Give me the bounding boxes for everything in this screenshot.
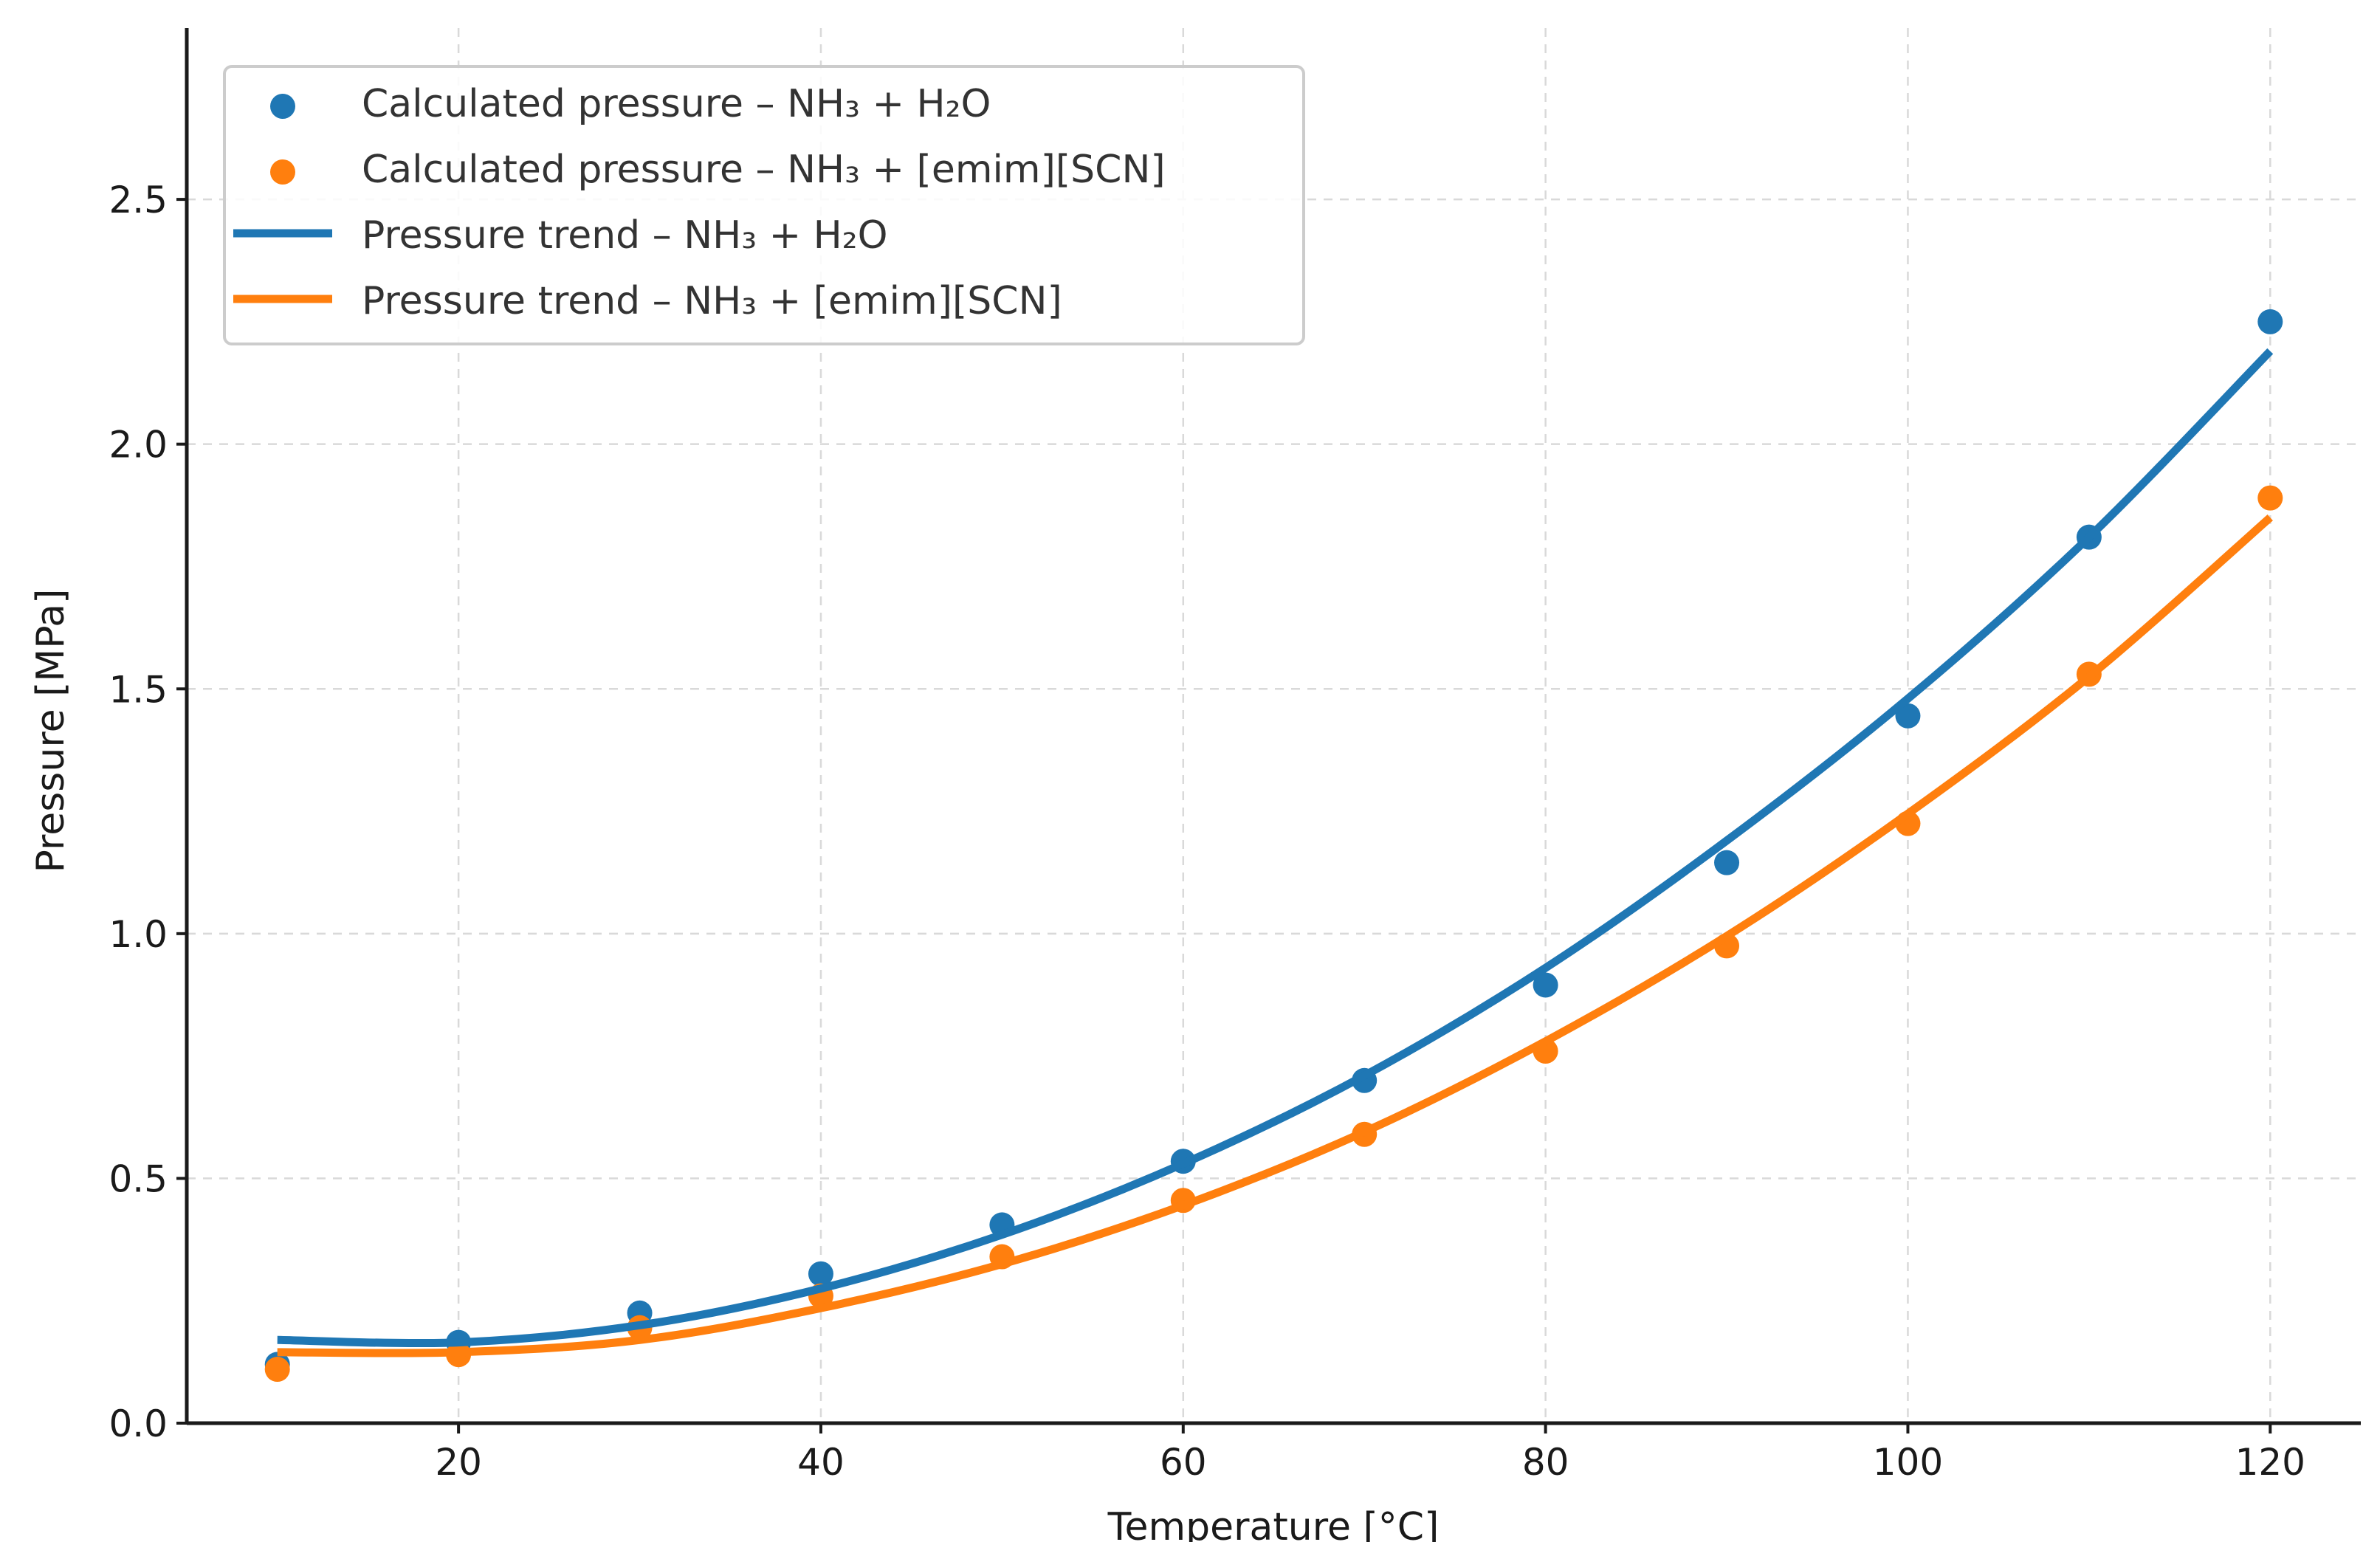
legend-marker bbox=[270, 159, 295, 185]
y-tick-label: 2.5 bbox=[109, 179, 168, 221]
x-tick-label: 40 bbox=[797, 1441, 845, 1484]
data-point bbox=[2257, 309, 2283, 334]
plot-area bbox=[264, 309, 2283, 1383]
y-axis-label: Pressure [MPa] bbox=[29, 589, 73, 873]
x-tick-label: 60 bbox=[1160, 1441, 1207, 1484]
data-point bbox=[2257, 485, 2283, 511]
legend-frame bbox=[223, 65, 1305, 345]
y-tick-label: 0.5 bbox=[109, 1157, 168, 1200]
series-line-2 bbox=[277, 348, 2274, 1348]
y-tick-label: 2.0 bbox=[109, 424, 168, 467]
data-point bbox=[264, 1357, 290, 1383]
data-point bbox=[1714, 850, 1740, 875]
x-tick-label: 20 bbox=[435, 1441, 482, 1484]
x-axis-label: Temperature [°C] bbox=[1107, 1505, 1440, 1542]
x-tick-label: 100 bbox=[1873, 1441, 1943, 1484]
data-point bbox=[808, 1261, 833, 1287]
y-tick-label: 1.0 bbox=[109, 913, 168, 956]
legend-label: Pressure trend – NH₃ + [emim][SCN] bbox=[362, 279, 1062, 323]
legend-label: Calculated pressure – NH₃ + H₂O bbox=[362, 82, 991, 126]
x-tick-label: 120 bbox=[2235, 1441, 2305, 1484]
legend-label: Calculated pressure – NH₃ + [emim][SCN] bbox=[362, 148, 1166, 192]
legend-label: Pressure trend – NH₃ + H₂O bbox=[362, 213, 888, 258]
y-tick-label: 1.5 bbox=[109, 668, 168, 711]
x-tick-label: 80 bbox=[1522, 1441, 1569, 1484]
legend-marker bbox=[270, 94, 295, 119]
axes bbox=[176, 28, 2361, 1433]
data-point bbox=[1895, 703, 1921, 729]
series-points-0 bbox=[264, 309, 2283, 1377]
series-line-3 bbox=[277, 514, 2273, 1357]
legend: Calculated pressure – NH₃ + H₂O Calculate… bbox=[223, 65, 1305, 345]
tick-labels: 20 40 60 80 100 120 0.0 0.5 1.0 1.5 2.0 2.5 bbox=[109, 179, 2305, 1484]
data-point bbox=[1533, 972, 1558, 998]
y-tick-label: 0.0 bbox=[109, 1402, 168, 1445]
